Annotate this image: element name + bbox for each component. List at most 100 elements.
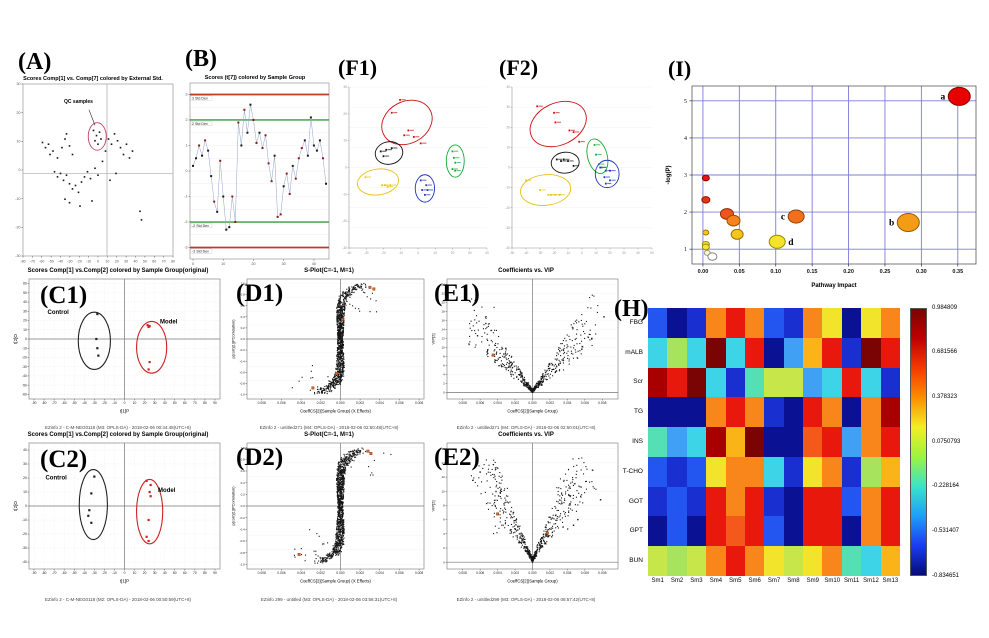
heatmap-cell (841, 308, 862, 338)
colorbar-label: -0.834651 (932, 572, 960, 579)
svg-text:-20: -20 (22, 532, 27, 536)
svg-text:-20: -20 (505, 206, 510, 210)
svg-text:0.002: 0.002 (511, 571, 519, 575)
heatmap-cell (822, 456, 842, 487)
svg-text:-30: -30 (22, 546, 27, 550)
svg-text:-50: -50 (510, 251, 515, 255)
svg-text:-80: -80 (42, 401, 47, 405)
svg-text:-20: -20 (22, 356, 27, 360)
svg-text:20: 20 (115, 260, 119, 264)
heatmap-row-label: FBG (629, 318, 643, 326)
y-axis: 30 20 10 0 -10 -20 -30 (342, 85, 349, 250)
svg-text:30: 30 (282, 262, 286, 266)
panel-E1-plot: 0.008 0.006 0.004 0.002 0.000 0.002 0.004 0.006… (431, 278, 619, 414)
heatmap-cell (880, 337, 900, 368)
cluster (381, 98, 433, 146)
svg-text:40: 40 (163, 401, 167, 405)
svg-text:0.8: 0.8 (241, 293, 246, 297)
heatmap-cell (783, 456, 804, 487)
heatmap-cell (667, 456, 687, 487)
cluster (550, 151, 580, 174)
bubble (707, 252, 718, 261)
svg-text:-10: -10 (112, 401, 117, 405)
svg-text:-10: -10 (398, 251, 403, 255)
heatmap-cell (706, 337, 726, 368)
svg-text:4: 4 (684, 136, 687, 142)
x-axis-label: Pathway Impact (811, 283, 856, 289)
svg-text:0: 0 (186, 169, 188, 173)
heatmap-cell (841, 486, 862, 517)
heatmap-cell (686, 486, 707, 517)
bubble (702, 229, 710, 236)
svg-text:-30: -30 (92, 571, 97, 575)
heatmap-col-label: Sm2 (670, 578, 684, 584)
heatmap-cell (841, 337, 862, 368)
cluster (414, 174, 436, 203)
heatmap-col-label: Sm4 (709, 578, 723, 584)
svg-text:70: 70 (193, 401, 197, 405)
heatmap-cell (764, 337, 784, 368)
svg-text:30: 30 (153, 571, 157, 575)
x-axis: -90 -80 -70 -60 -50 -40 -30 -20 -10 0 10 20 30 40 50 60… (32, 399, 217, 405)
heatmap-col-label: Sm13 (882, 578, 899, 584)
svg-text:-1.0: -1.0 (240, 393, 246, 397)
heatmap-cell (803, 427, 823, 457)
y-axis-label: p(corr)[1](PCorrelation) (232, 319, 236, 359)
heatmap-cell (803, 456, 823, 487)
bubble (768, 234, 786, 249)
svg-text:10: 10 (441, 346, 445, 350)
svg-text:-10: -10 (112, 571, 117, 575)
panel-H-label: (H) (614, 296, 649, 322)
heatmap-cell (744, 516, 765, 547)
heatmap-row-label: Scr (633, 378, 643, 386)
y-axis: -1.0 -0.8 -0.6 -0.4 -0.2 0.0 0.2 0.4 0.6 0.8 1.0 (240, 282, 247, 397)
svg-text:0.008: 0.008 (415, 571, 423, 575)
heatmap-col-label: Sm10 (824, 578, 841, 584)
svg-text:10: 10 (133, 571, 137, 575)
heatmap-cell (725, 516, 745, 547)
heatmap-cell (861, 516, 881, 547)
svg-text:50: 50 (23, 291, 27, 295)
cluster (594, 159, 620, 189)
svg-text:20: 20 (441, 301, 445, 305)
svg-text:20: 20 (23, 319, 27, 323)
svg-text:0.008: 0.008 (598, 401, 606, 405)
svg-text:90: 90 (213, 401, 217, 405)
heatmap-cell (764, 486, 784, 517)
y-axis-label: t[2]O (13, 334, 18, 344)
svg-text:0.000: 0.000 (336, 571, 344, 575)
heatmap-row-label: BUN (629, 557, 643, 565)
svg-text:30: 30 (506, 105, 510, 109)
svg-text:-30: -30 (342, 246, 347, 250)
svg-text:0: 0 (581, 251, 583, 255)
y-axis: 1 2 3 4 5 (684, 99, 692, 253)
svg-text:20: 20 (143, 401, 147, 405)
svg-text:0.0: 0.0 (241, 504, 246, 508)
svg-text:30: 30 (468, 251, 472, 255)
panel-E2-label: (E2) (434, 444, 480, 471)
heatmap-cell (686, 397, 707, 428)
svg-text:-30: -30 (22, 365, 27, 369)
heatmap-cell (803, 397, 823, 428)
heatmap-cell (725, 546, 745, 576)
svg-text:0.002: 0.002 (546, 571, 554, 575)
svg-text:0.006: 0.006 (476, 571, 484, 575)
svg-text:0.008: 0.008 (258, 571, 266, 575)
heatmap-cell (880, 456, 900, 487)
heatmap-cell (861, 427, 881, 457)
colorbar-label: 0.0750793 (932, 438, 961, 445)
svg-text:0.000: 0.000 (528, 401, 536, 405)
svg-text:-90: -90 (32, 571, 37, 575)
svg-text:0: 0 (417, 251, 419, 255)
vip-points (468, 294, 605, 394)
heatmap-cell (880, 308, 900, 338)
svg-text:0.004: 0.004 (563, 401, 571, 405)
heatmap-col-labels: Sm1 Sm2 Sm3 Sm4 Sm5 Sm6 Sm7 Sm8 Sm9 Sm10 Sm11 Sm12 S… (648, 578, 900, 588)
x-axis: -40 -30 -20 -10 0 10 20 30 40 (347, 248, 489, 255)
heatmap-cell (783, 486, 804, 517)
svg-text:12: 12 (441, 337, 445, 341)
svg-text:40: 40 (506, 85, 510, 89)
heatmap-cell (686, 337, 707, 368)
svg-text:16: 16 (441, 319, 445, 323)
svg-text:0.25: 0.25 (880, 269, 891, 275)
